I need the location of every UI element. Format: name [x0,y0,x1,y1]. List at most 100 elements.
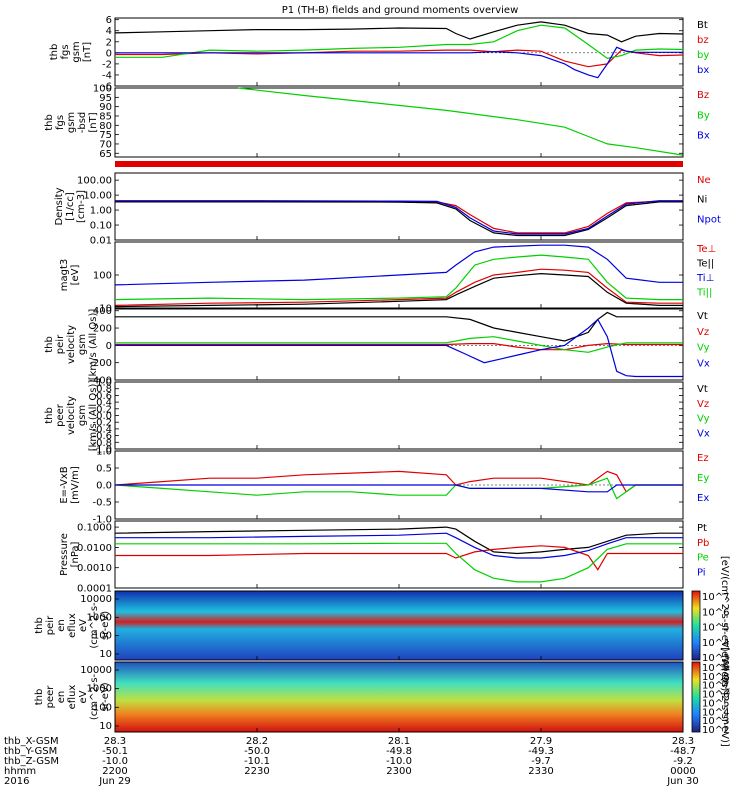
series-density-Ne [115,200,683,234]
y-axis-label: gsm [71,41,82,62]
legend-entry: Bt [697,20,708,31]
legend-entry: Ne [697,175,711,186]
y-tick-label: 0.01 [90,236,112,247]
quality-flag-bar [115,161,683,167]
y-tick-label: 0.0010 [77,563,112,574]
y-tick-label: -0.8 [92,438,112,449]
ephemeris-row-label: hhmm [4,766,36,777]
ephemeris-value: -10.0 [102,756,128,767]
legend-entry: Te|| [696,259,714,270]
legend-entry: Npot [697,214,721,225]
y-axis-label: peer [45,685,56,709]
y-axis-label: thb [44,407,55,424]
panel-efield: 1.0 0.5 0.0 -0.5 -1.0 E=-VxB [mV/m] Ez Ey Ex [59,447,709,526]
ephemeris-value: -10.0 [386,756,412,767]
series-pressure-Pi [115,532,683,559]
y-axis-label: Pressure [59,533,70,576]
legend-entry: Vt [697,311,708,322]
y-tick-label: 0.1000 [77,523,112,534]
legend-entry: Ni [697,195,707,206]
y-axis-label: thb [49,44,60,61]
colorbar-label: [eV/(cm^2-s-sr-eV)] [719,647,730,747]
ephemeris-value: -48.7 [670,746,696,757]
legend-entry: Pi [697,567,706,578]
spectrogram-peer-eflux [115,662,683,732]
series-temperature-Ti⊥ [114,244,683,286]
colorbar-tick-label: 10^4 [702,707,729,718]
y-tick-label: 1.00 [90,206,112,217]
panel-frame [114,172,684,241]
y-axis-label: fgs [60,44,71,59]
y-axis-label: (cm^2-s- [89,602,100,649]
panel-frame [114,520,684,589]
y-tick-label: 6 [106,15,112,26]
ephemeris-value: 2330 [528,766,553,777]
colorbar-label: [eV/(cm^2-s-sr-eV) (All Qs)] [719,556,730,695]
series-peir-velocity-Vt [115,311,683,342]
y-axis-label: sr-eV) [100,682,111,711]
series-efield-Ez [114,470,683,493]
y-tick-label: 4 [106,26,112,37]
panel-frame [114,87,684,158]
series-pressure-Pb [115,545,683,571]
y-tick-label: 10 [99,721,112,732]
legend-entry: Vy [697,343,710,354]
ephemeris-value: Jun 29 [98,776,131,787]
y-tick-label: 10000 [80,665,112,676]
y-tick-label: 10000 [80,594,112,605]
y-tick-label: 85 [99,111,112,122]
ephemeris-value: -50.0 [244,746,270,757]
y-tick-label: 0.10 [90,221,112,232]
colorbar-tick-label: 10^7 [702,681,729,692]
spectrogram-peir-eflux [115,591,683,660]
panel-peir-velocity: 400 200 0 -200 -400 thb peir velocity gsm [km/s (… [44,306,710,386]
y-tick-label: 10 [99,649,112,660]
legend-entry: Pe [697,553,709,564]
y-tick-label: 75 [99,130,112,141]
y-tick-label: -4 [102,70,112,81]
series-pressure-Pt [114,526,683,555]
series-temperature-Te⊥ [114,268,683,306]
ephemeris-table: thb_X-GSMthb_Y-GSMthb_Z-GSMhhmm201628.3-… [4,736,699,787]
y-tick-label: 0.8 [96,384,112,395]
y-tick-label: 0 [106,48,112,59]
ephemeris-value: -10.1 [244,756,270,767]
y-axis-label: en [56,619,67,632]
ephemeris-row-label: thb_Z-GSM [4,756,59,767]
colorbar-tick-label: 10^9 [702,663,729,674]
y-axis-label: (cm^2-s- [89,673,100,720]
panel-peer-eflux: 10^910^810^710^610^510^410^310^2[eV/(cm^… [34,647,730,747]
ephemeris-row-label: thb_X-GSM [4,736,59,747]
y-axis-label: thb [44,114,55,131]
y-axis-label: magt3 [59,259,70,292]
ephemeris-value: 2200 [102,766,127,777]
panel-temperature: 100 10 magt3 [eV] Te⊥ Te|| Ti⊥ Ti|| [59,241,716,315]
series-efield-Ey [114,477,683,500]
series-density-Npot [115,200,683,235]
y-tick-label: 0.5 [96,464,112,475]
colorbar-tick-label: 10^3 [702,653,729,664]
legend-entry: Pt [697,523,707,534]
y-tick-label: -0.5 [92,498,112,509]
y-axis-label: -bsd [77,112,88,134]
y-axis-label: gsm [77,334,88,355]
y-tick-label: 100 [93,702,112,713]
y-axis-label: peir [55,334,66,354]
y-axis-label: [km/s (All Qs)] [88,380,99,452]
y-axis-label: sr-eV) [100,611,111,640]
y-tick-label: -0.4 [92,424,112,435]
y-axis-label: [mV/m] [70,466,81,504]
series-fgs-bx [115,46,683,79]
series-peir-velocity-Vx [115,318,683,378]
colorbar-tick-label: 10^4 [702,638,729,649]
y-tick-label: 10.00 [83,191,112,202]
series-temperature-Te|| [114,272,683,308]
legend-entry: Bz [697,90,709,101]
ephemeris-value: 0000 [670,766,695,777]
y-axis-label: eflux [67,613,78,638]
series-peir-velocity-Vy [115,336,683,353]
legend-entry: Vz [697,327,709,338]
panel-pressure: 0.1000 0.0100 0.0010 0.0001 Pressure [nPa] Pt P… [59,520,709,595]
